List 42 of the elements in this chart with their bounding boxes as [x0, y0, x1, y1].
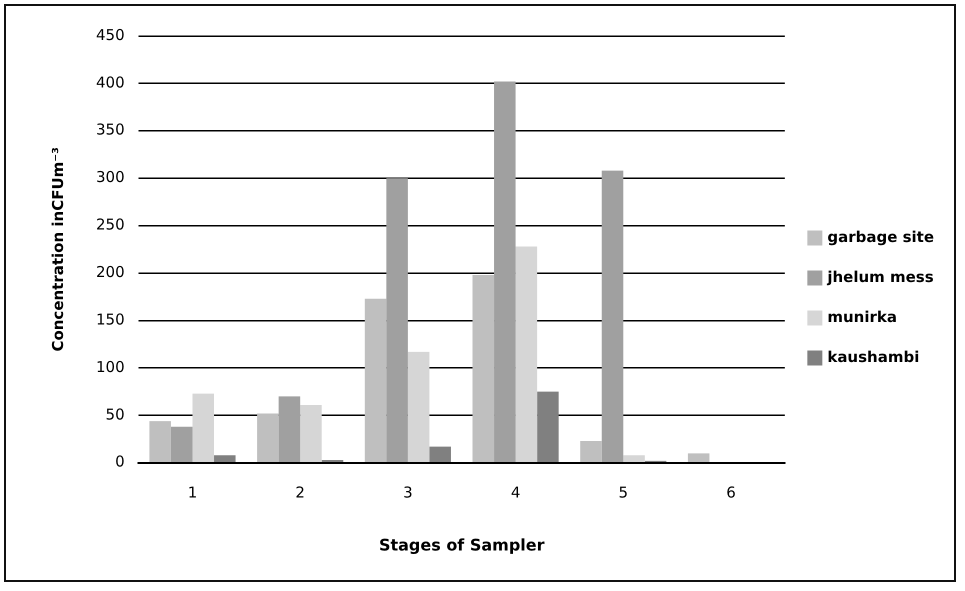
bar: [623, 455, 645, 462]
bar: [170, 426, 192, 462]
x-axis-title: Stages of Sampler: [378, 536, 545, 555]
legend-label: munirka: [827, 308, 897, 326]
y-tick-label: 200: [96, 263, 125, 281]
x-tick-label: 5: [618, 484, 628, 502]
bar: [408, 352, 430, 462]
bar: [149, 421, 171, 462]
legend-label: jhelum mess: [826, 268, 934, 286]
y-tick-label: 300: [96, 168, 125, 186]
y-tick-label: 150: [96, 310, 125, 328]
x-tick-label: 6: [726, 484, 736, 502]
legend-label: kaushambi: [827, 348, 920, 366]
bar: [364, 298, 386, 462]
y-tick-label: 450: [96, 26, 125, 44]
bar: [300, 404, 322, 462]
x-tick-label: 1: [188, 484, 198, 502]
bar: [429, 446, 451, 462]
bar: [494, 82, 516, 462]
bar: [472, 275, 494, 462]
bar: [214, 455, 236, 462]
y-tick-label: 350: [96, 120, 125, 139]
y-tick-label: 100: [96, 358, 125, 376]
y-tick-label: 50: [106, 405, 125, 424]
bar: [580, 440, 602, 462]
x-tick-label: 4: [510, 484, 520, 502]
y-tick-label: 400: [96, 73, 125, 92]
y-tick-label: 250: [96, 216, 125, 234]
bar: [257, 413, 279, 462]
bar: [688, 453, 710, 462]
bar: [602, 170, 624, 462]
legend-label: garbage site: [827, 228, 934, 246]
y-tick-label: 0: [115, 452, 125, 471]
bar: [192, 394, 214, 462]
bar: [386, 178, 408, 462]
bar: [537, 392, 559, 462]
x-tick-label: 3: [403, 484, 413, 502]
bar: [278, 396, 300, 462]
y-axis-title: Concentration inCFUm⁻³: [48, 147, 67, 352]
bar: [516, 246, 538, 462]
x-tick-label: 2: [295, 484, 305, 502]
bar: [322, 460, 344, 462]
